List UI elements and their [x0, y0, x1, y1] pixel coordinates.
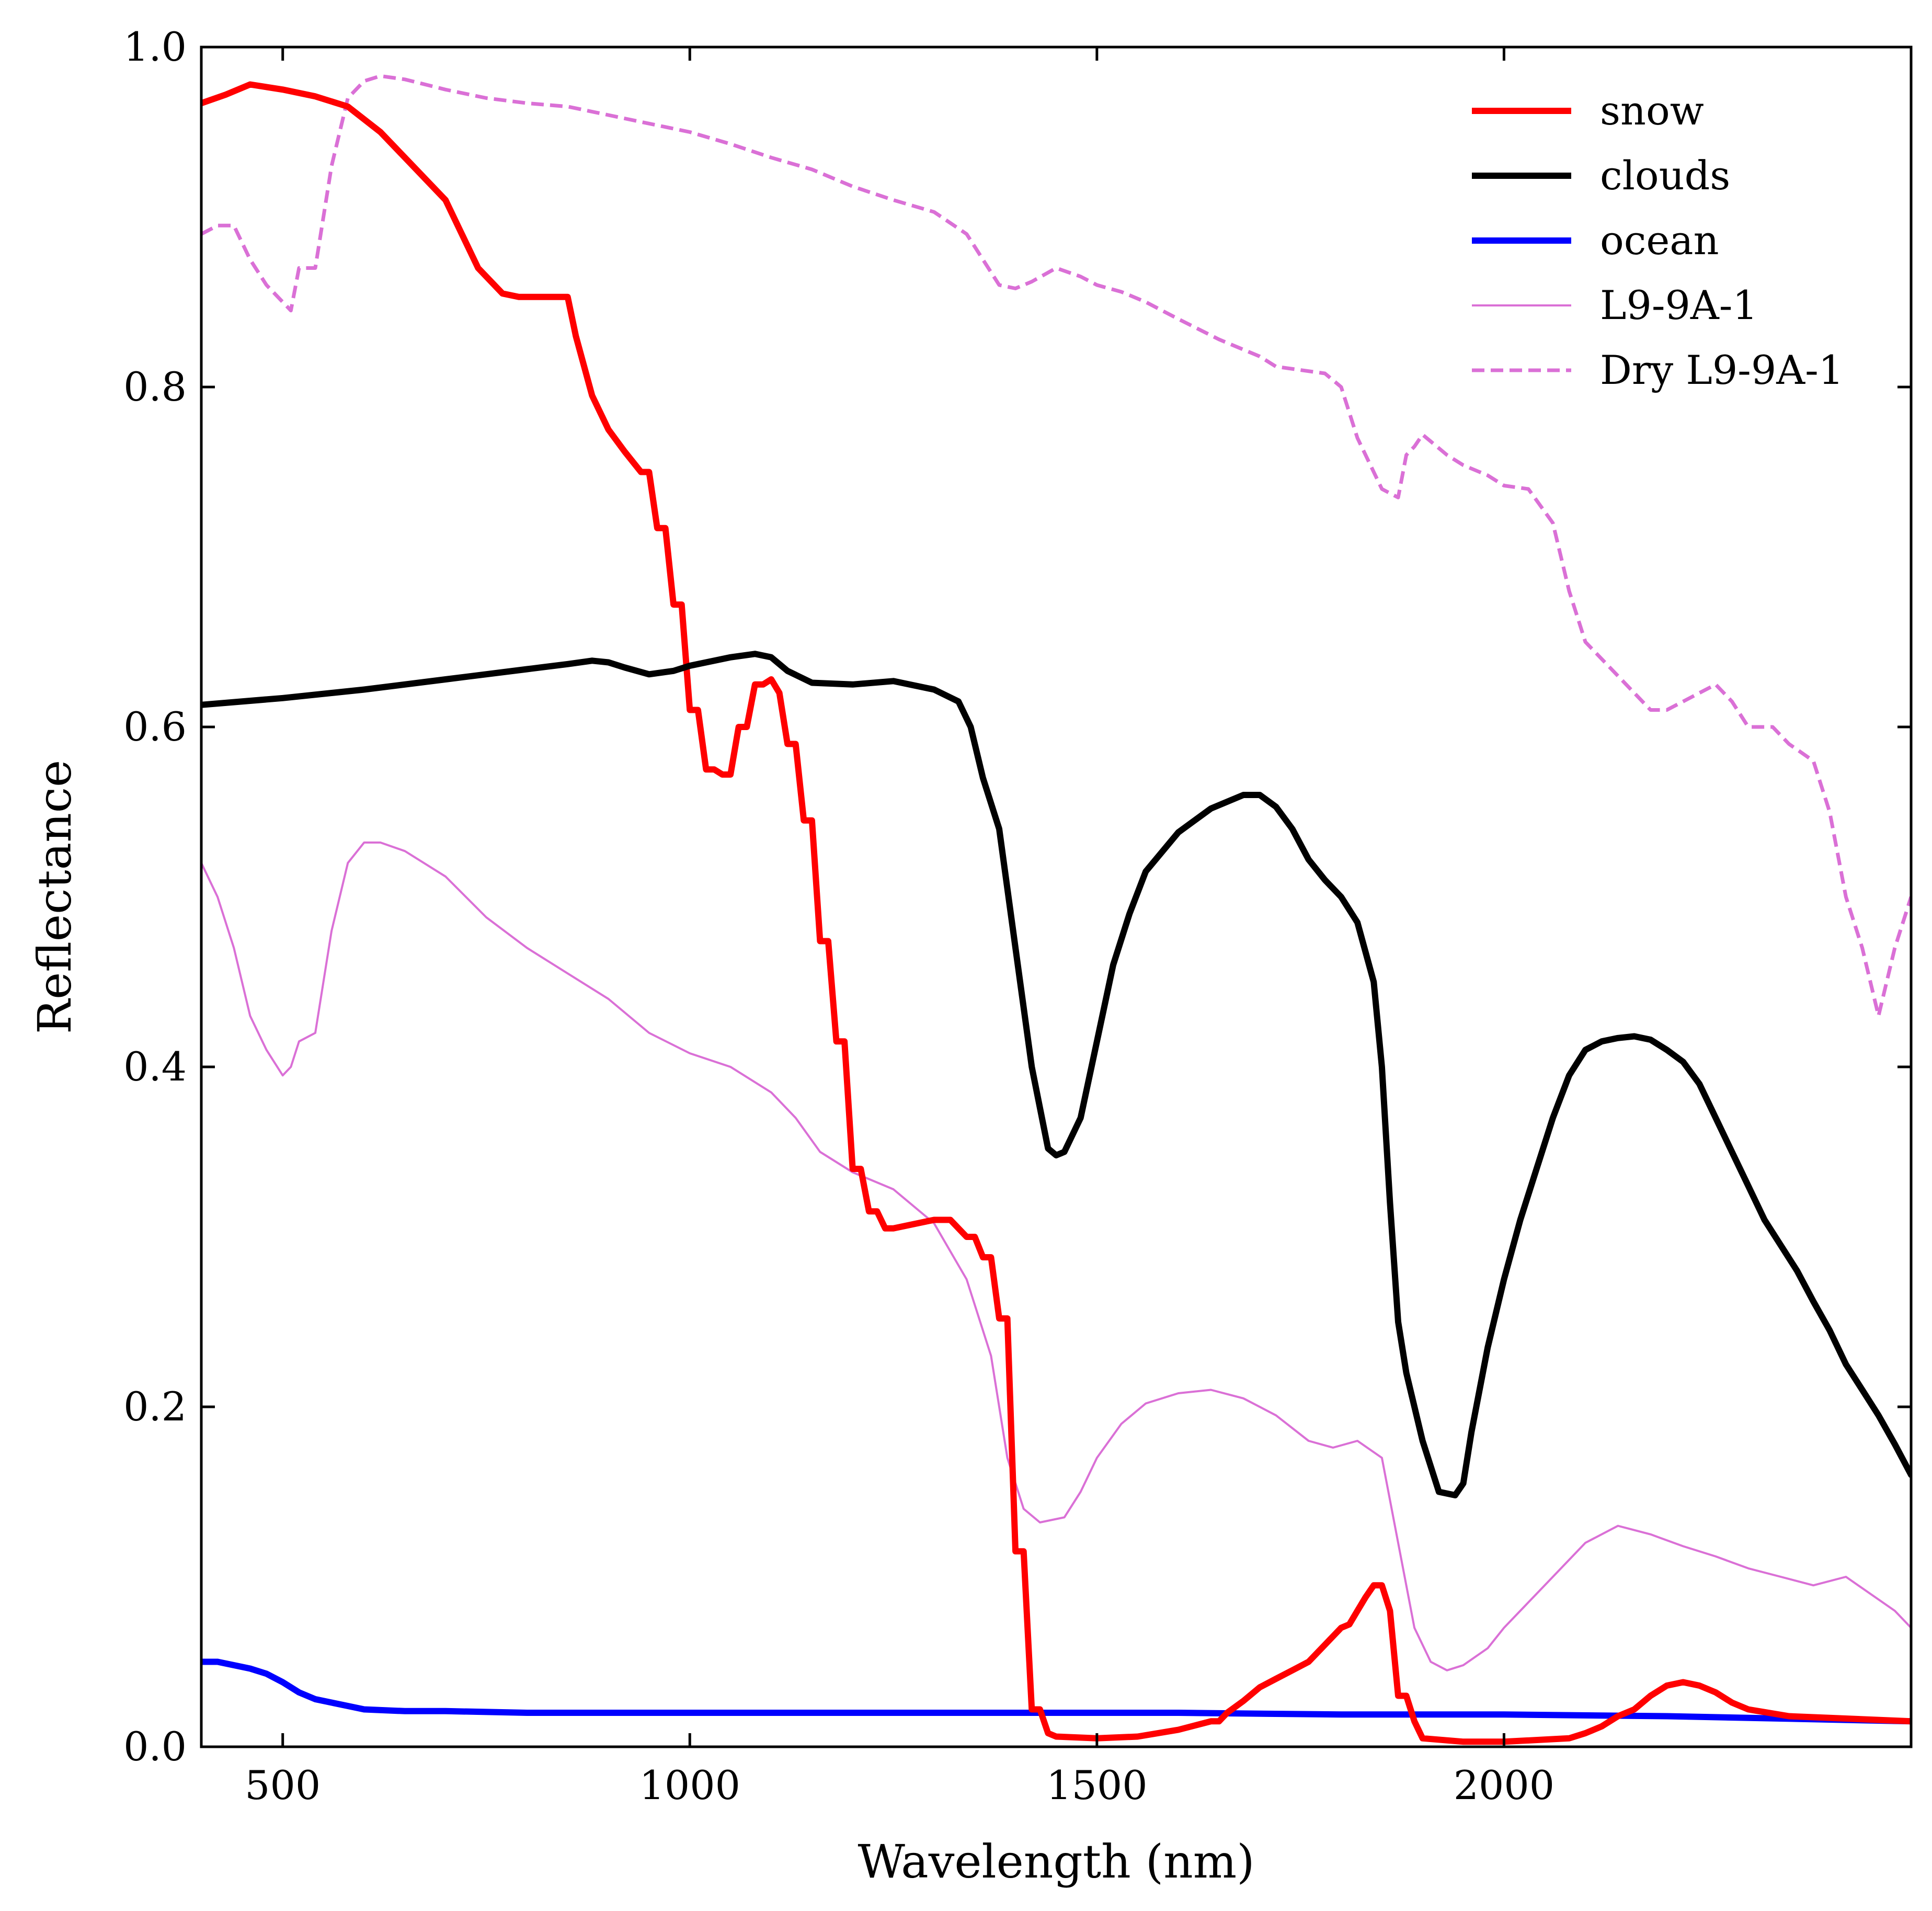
- series-line-clouds: [201, 651, 1911, 1498]
- legend-label: ocean: [1600, 217, 1719, 264]
- series-line-l9-9a-1: [201, 841, 1911, 1671]
- y-tick-label: 0.6: [123, 703, 187, 750]
- y-tick-label: 1.0: [123, 24, 187, 70]
- legend-label: snow: [1600, 87, 1704, 134]
- x-tick-label: 2000: [1454, 1762, 1554, 1808]
- plot-frame: [200, 46, 1913, 1748]
- y-tick-label: 0.2: [123, 1383, 187, 1430]
- y-tick-label: 0.0: [123, 1723, 187, 1770]
- y-tick-label: 0.8: [123, 363, 187, 410]
- legend: snow clouds ocean L9-9A-1 Dry L9-9A-1: [1472, 87, 1844, 393]
- legend-entry-clouds: clouds: [1472, 152, 1730, 199]
- x-tick-label: 1500: [1046, 1762, 1147, 1808]
- series-line-snow: [201, 81, 1911, 1745]
- legend-label: clouds: [1600, 152, 1730, 199]
- y-axis-title: Reflectance: [28, 760, 82, 1034]
- x-axis-title: Wavelength (nm): [858, 1835, 1254, 1889]
- x-tick-label: 1000: [639, 1762, 740, 1808]
- y-tick-label: 0.4: [123, 1043, 187, 1090]
- legend-entry-snow: snow: [1472, 87, 1704, 134]
- series-line-dry-l9-9a-1: [201, 74, 1911, 1018]
- x-tick-label: 500: [245, 1762, 321, 1808]
- legend-entry-dry-l9-9a-1: Dry L9-9A-1: [1472, 347, 1844, 393]
- legend-entry-l9-9a-1: L9-9A-1: [1472, 282, 1758, 328]
- legend-label: Dry L9-9A-1: [1600, 347, 1844, 393]
- legend-entry-ocean: ocean: [1472, 217, 1719, 264]
- ticks-layer: 500 1000 1500 2000 0.0 0.2 0.4 0.6 0.8 1.0: [123, 24, 1911, 1808]
- series-line-ocean: [201, 1658, 1911, 1725]
- series-layer: [201, 74, 1911, 1745]
- legend-label: L9-9A-1: [1600, 282, 1758, 328]
